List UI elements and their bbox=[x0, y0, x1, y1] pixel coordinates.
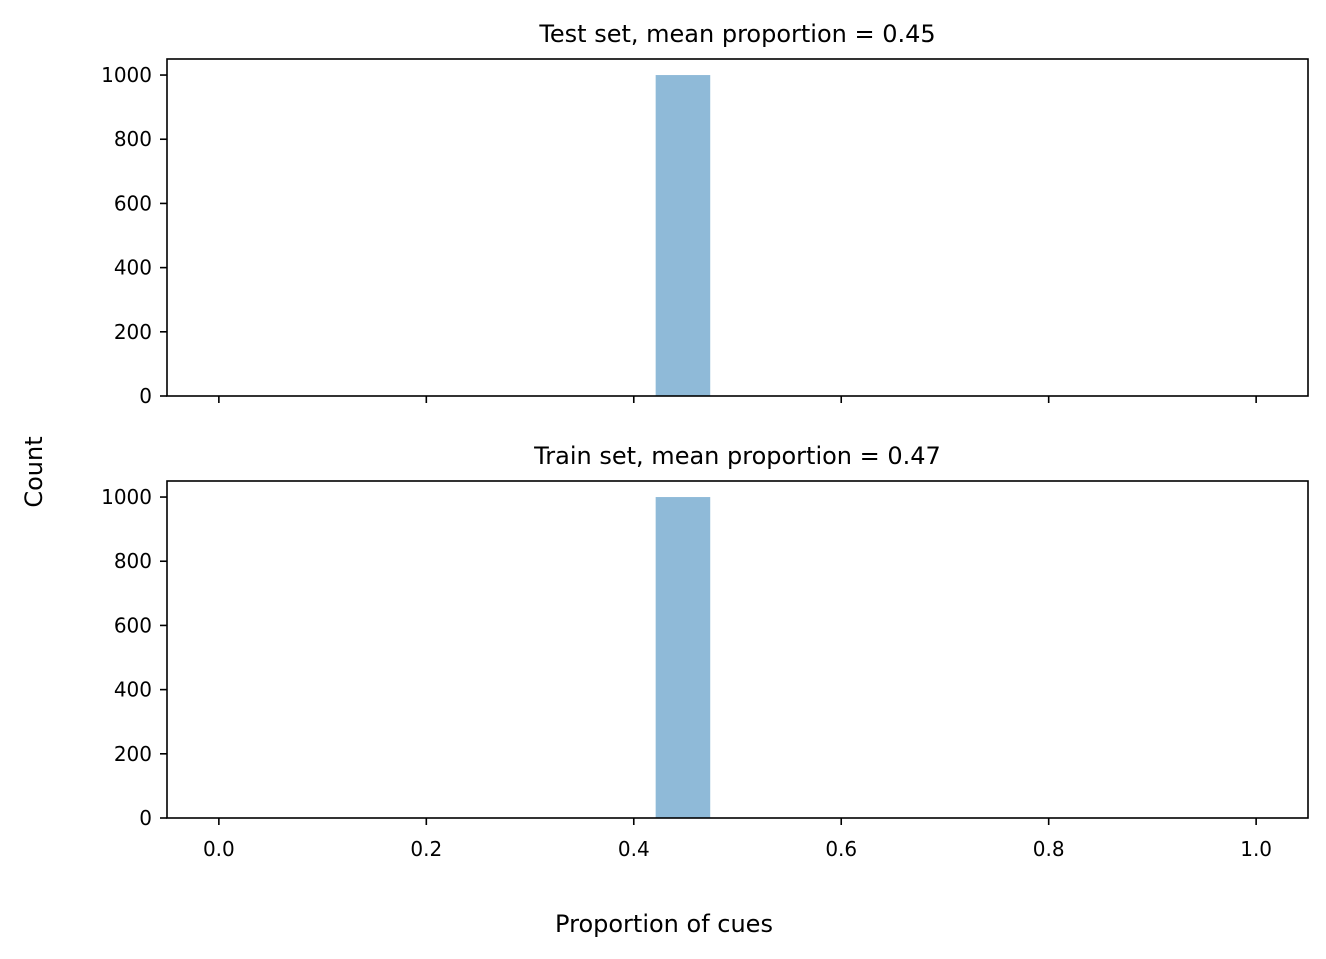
y-tick-label: 0 bbox=[139, 806, 152, 830]
y-tick-label: 0 bbox=[139, 384, 152, 408]
y-tick-label: 200 bbox=[114, 320, 152, 344]
panel-title: Train set, mean proportion = 0.47 bbox=[533, 442, 941, 470]
histogram-bar bbox=[655, 75, 711, 397]
x-tick-label: 0.2 bbox=[410, 837, 442, 861]
axes-frame bbox=[166, 58, 1309, 397]
y-axis-label: Count bbox=[20, 436, 48, 507]
y-tick-label: 400 bbox=[114, 256, 152, 280]
y-tick-label: 800 bbox=[114, 549, 152, 573]
y-tick-label: 1000 bbox=[101, 63, 152, 87]
axes-frame bbox=[166, 480, 1309, 819]
test-set-panel: 0 200 400 600 800 1000 Test set, mean proporti… bbox=[101, 20, 1309, 408]
y-tick-label: 800 bbox=[114, 127, 152, 151]
y-tick-label: 200 bbox=[114, 742, 152, 766]
x-axis-label: Proportion of cues bbox=[555, 910, 773, 938]
y-tick-label: 600 bbox=[114, 613, 152, 637]
panel-title: Test set, mean proportion = 0.45 bbox=[538, 20, 935, 48]
x-tick-label: 0.6 bbox=[825, 837, 857, 861]
x-tick-label: 0.4 bbox=[618, 837, 650, 861]
x-tick-label: 0.8 bbox=[1033, 837, 1065, 861]
histogram-bar bbox=[655, 497, 711, 818]
y-tick-label: 1000 bbox=[101, 485, 152, 509]
x-tick-label: 1.0 bbox=[1240, 837, 1272, 861]
train-set-panel: 0.0 0.2 0.4 0.6 0.8 1.0 0 200 400 600 800 1000 Train… bbox=[101, 442, 1309, 861]
y-tick-label: 400 bbox=[114, 678, 152, 702]
x-tick-label: 0.0 bbox=[203, 837, 235, 861]
y-tick-label: 600 bbox=[114, 191, 152, 215]
